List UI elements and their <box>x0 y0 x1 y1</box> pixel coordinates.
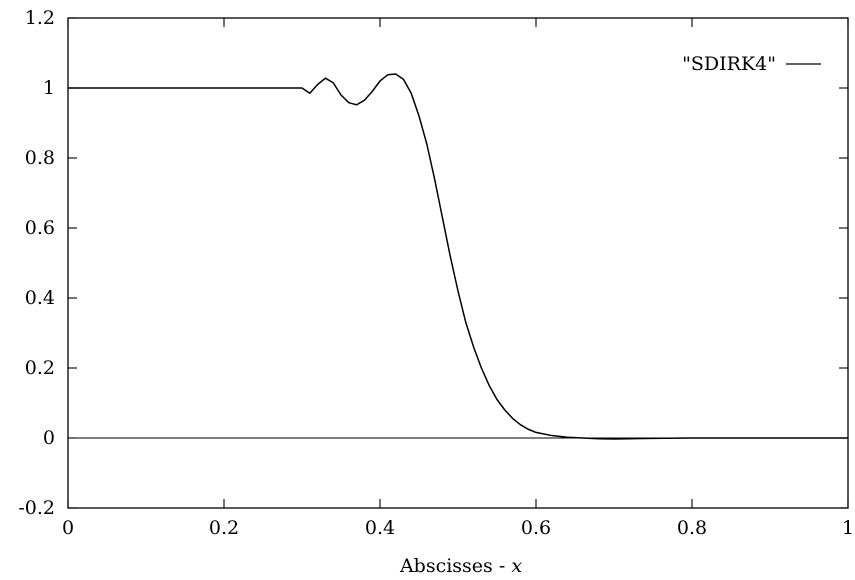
x-tick-label: 0 <box>62 517 74 539</box>
plot-frame <box>67 17 849 509</box>
x-axis-label: Abscisses - x <box>399 555 522 577</box>
x-tick-label: 0.8 <box>677 517 707 539</box>
x-tick-label: 0.6 <box>521 517 551 539</box>
y-tick-label: 0.8 <box>25 147 55 169</box>
series-line <box>68 73 848 440</box>
y-tick-label: -0.2 <box>18 497 55 519</box>
x-tick-label: 0.4 <box>365 517 395 539</box>
x-tick-label: 1 <box>842 517 854 539</box>
x-tick-label: 0.2 <box>209 517 239 539</box>
x-axis-label-variable: x <box>511 555 522 577</box>
series-group <box>68 73 848 440</box>
y-tick-label: 0.6 <box>25 217 55 239</box>
y-tick-label: 0.4 <box>25 287 55 309</box>
legend-label: "SDIRK4" <box>682 53 776 75</box>
plot-area <box>67 17 849 509</box>
x-axis-label-text: Abscisses - <box>399 555 511 577</box>
y-tick-label: 0 <box>43 427 55 449</box>
y-tick-label: 0.2 <box>25 357 55 379</box>
legend: "SDIRK4" <box>682 53 821 75</box>
y-tick-label: 1 <box>43 77 55 99</box>
axis-ticks: 0 0.2 0.4 0.6 0.8 1 -0.2 0 0.2 0.4 0.6 0.8 1 1.2 <box>18 7 854 539</box>
y-tick-label: 1.2 <box>25 7 55 29</box>
